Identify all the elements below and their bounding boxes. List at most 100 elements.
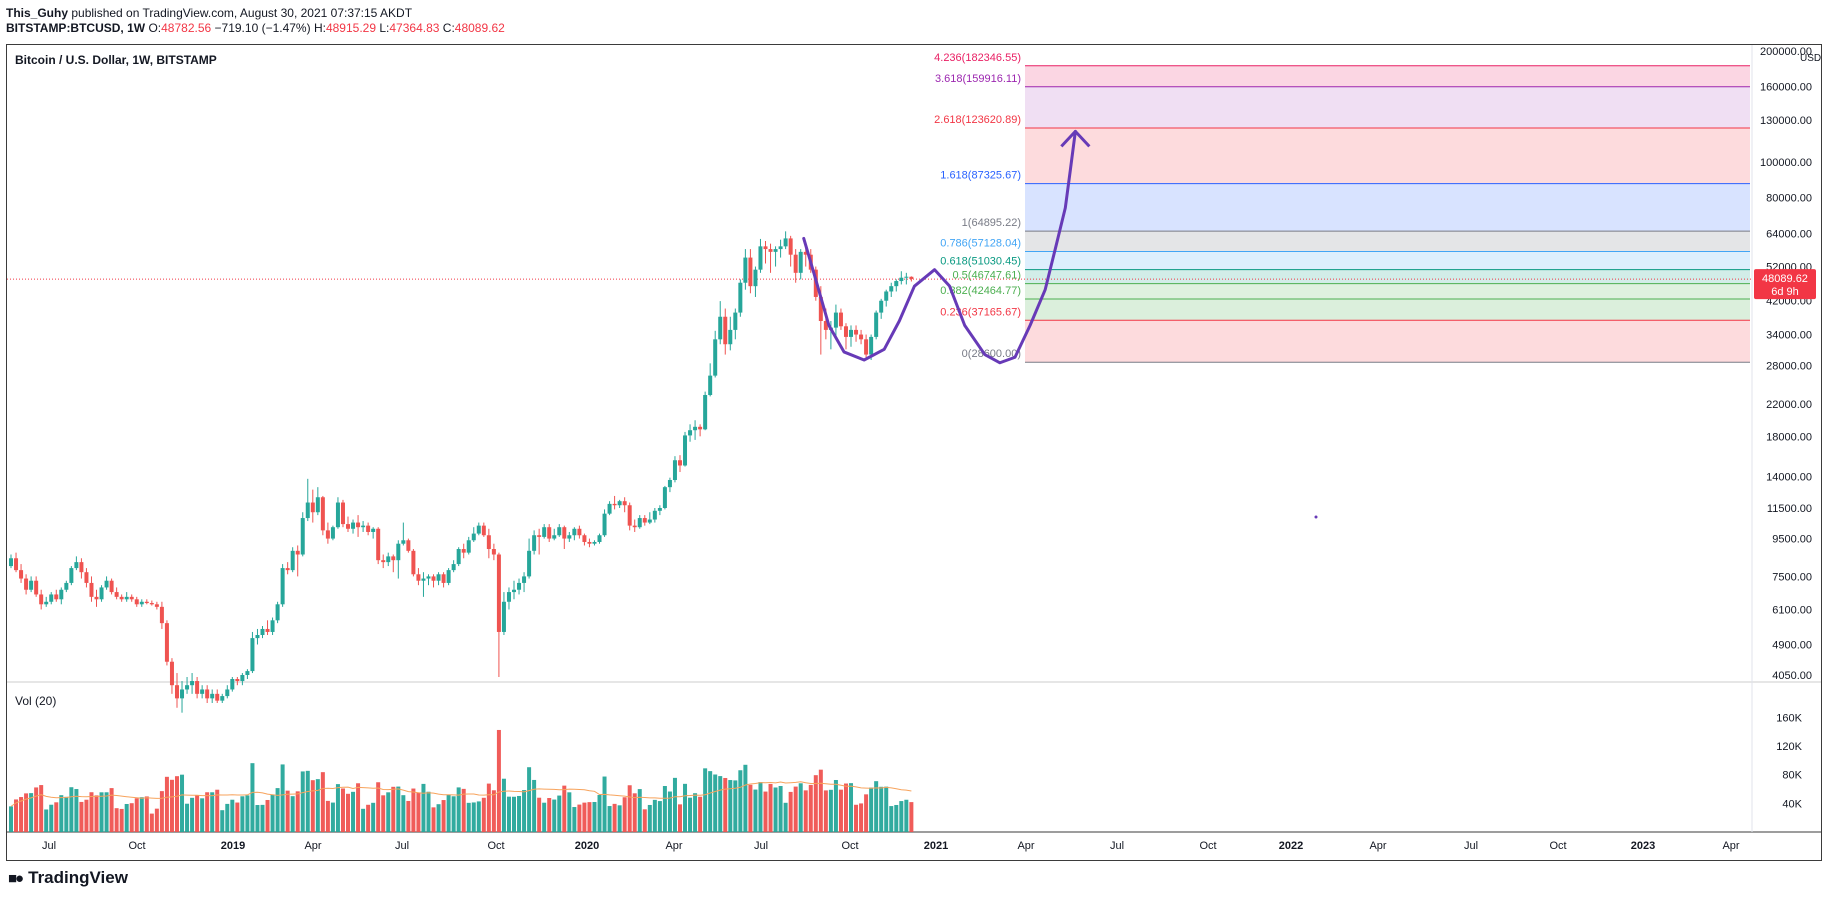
volume-bar	[436, 804, 441, 832]
candle-body	[270, 620, 275, 632]
volume-bar	[275, 788, 280, 832]
volume-bar	[441, 800, 446, 832]
candle	[391, 554, 396, 573]
candle-body	[285, 568, 290, 571]
candle-body	[190, 681, 195, 686]
candle	[74, 556, 79, 571]
candle-body	[542, 527, 547, 537]
candle	[793, 249, 798, 283]
candle-body	[9, 558, 13, 567]
volume-bar	[522, 790, 527, 832]
candle-body	[753, 269, 758, 287]
candle	[9, 554, 13, 569]
candle	[652, 508, 657, 523]
candle-body	[693, 426, 698, 431]
candle-body	[260, 628, 265, 636]
candle	[200, 685, 205, 699]
candle-body	[783, 238, 788, 247]
volume-bar	[542, 802, 547, 832]
candle	[396, 540, 401, 579]
author-name[interactable]: This_Guhy	[6, 6, 69, 20]
ohlc-info: BITSTAMP:BTCUSD, 1W O:48782.56 −719.10 (…	[6, 21, 505, 35]
candle	[602, 509, 607, 537]
chart-canvas[interactable]: 4.236(182346.55) 3.618(159916.11) 2.618(12…	[7, 45, 1821, 860]
candle-body	[688, 430, 693, 436]
candle	[426, 574, 431, 586]
candle	[738, 279, 743, 317]
candle	[225, 685, 230, 699]
candle-body	[587, 541, 592, 544]
candle	[783, 231, 788, 250]
time-tick-label: Jul	[1110, 840, 1124, 852]
candle	[54, 589, 59, 602]
chart-frame[interactable]: 4.236(182346.55) 3.618(159916.11) 2.618(12…	[6, 44, 1822, 861]
candle	[506, 587, 511, 610]
candle	[124, 592, 129, 602]
tradingview-logo[interactable]: ■● TradingView	[8, 868, 128, 888]
fib-band-2.618	[1025, 127, 1750, 184]
candle	[104, 576, 109, 590]
candle	[149, 600, 154, 606]
volume-bar	[426, 791, 431, 832]
candle-body	[798, 251, 803, 273]
low-value: 47364.83	[389, 21, 440, 35]
candle-body	[59, 589, 64, 600]
candle	[109, 578, 114, 595]
candle-body	[139, 601, 144, 605]
candle-body	[144, 601, 149, 604]
candle	[169, 658, 174, 694]
candle-body	[512, 589, 516, 593]
candle	[34, 576, 39, 597]
candle-body	[818, 296, 823, 322]
candle-body	[501, 601, 506, 632]
candle	[582, 533, 587, 546]
candle	[607, 501, 612, 516]
volume-bar	[592, 801, 597, 832]
candle	[44, 596, 49, 607]
projection-arrow-head	[1060, 129, 1091, 148]
candle-body	[738, 282, 743, 313]
candle-body	[39, 594, 44, 605]
candle	[698, 424, 703, 437]
candle-body	[517, 582, 522, 590]
last-price-badge	[1754, 269, 1816, 300]
volume-bar	[235, 802, 240, 832]
candle-body	[612, 503, 617, 506]
candle-body	[74, 562, 79, 569]
volume-bar	[215, 789, 220, 832]
volume-bar	[104, 792, 109, 832]
volume-bar	[240, 796, 245, 832]
volume-bar	[29, 793, 34, 832]
volume-bar	[672, 777, 677, 832]
candle	[632, 519, 637, 532]
candle	[859, 329, 864, 345]
candle	[366, 522, 371, 536]
candle-body	[351, 522, 356, 529]
volume-bar	[597, 795, 602, 832]
volume-bar	[517, 795, 522, 832]
candle-body	[743, 257, 748, 283]
candle-body	[391, 556, 396, 561]
candle-body	[240, 675, 245, 682]
candle-body	[723, 316, 728, 345]
candle-body	[185, 685, 190, 690]
fib-label-0.236: 0.236(37165.67)	[940, 306, 1021, 318]
volume-bar	[788, 791, 793, 832]
candle-body	[879, 300, 884, 313]
candle-body	[245, 671, 250, 675]
candle	[703, 391, 708, 431]
candle	[667, 477, 672, 493]
candle-body	[486, 535, 491, 550]
candle-body	[522, 576, 527, 583]
candle	[627, 502, 632, 531]
candle	[270, 617, 275, 636]
candle	[240, 673, 245, 686]
candle-body	[335, 502, 340, 528]
volume-bar	[124, 803, 129, 832]
candle-body	[627, 505, 632, 526]
candle	[833, 304, 838, 340]
price-tick-label: 18000.00	[1766, 431, 1812, 443]
candle	[713, 330, 718, 378]
price-tick-label: 34000.00	[1766, 330, 1812, 342]
candle-body	[894, 281, 899, 287]
